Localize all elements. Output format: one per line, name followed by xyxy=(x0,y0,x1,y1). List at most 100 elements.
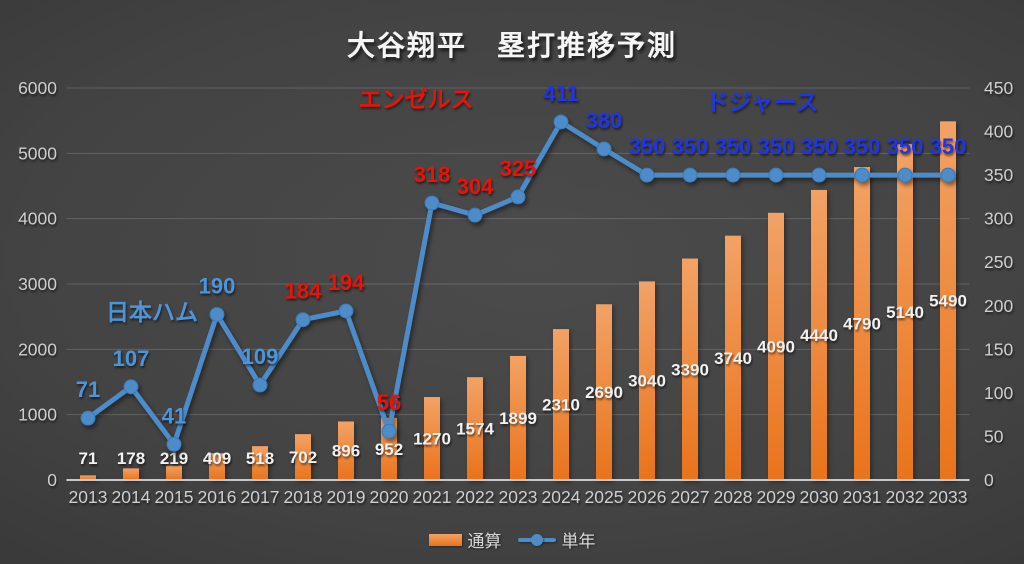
x-axis-label: 2020 xyxy=(370,487,409,507)
right-axis-tick-label: 0 xyxy=(984,470,994,490)
line-marker xyxy=(940,167,956,183)
legend-item-single-year: 単年 xyxy=(517,527,596,552)
bar xyxy=(338,421,354,480)
bar xyxy=(596,304,612,480)
line-marker xyxy=(510,189,526,205)
era-label-angels: エンゼルス xyxy=(358,86,474,112)
bar-data-label: 3740 xyxy=(714,349,752,368)
line-marker xyxy=(381,423,397,439)
line-marker xyxy=(295,312,311,328)
bar-series-swatch-icon xyxy=(428,533,462,546)
left-axis-tick-label: 4000 xyxy=(18,209,57,229)
bar xyxy=(252,446,268,480)
line-marker xyxy=(768,167,784,183)
bar xyxy=(123,468,139,480)
bar-data-label: 4440 xyxy=(800,326,838,345)
line-marker xyxy=(252,377,268,393)
bar-data-label: 3040 xyxy=(628,372,666,391)
left-axis-tick-label: 0 xyxy=(47,470,57,490)
line-marker xyxy=(166,436,182,452)
bar-data-label: 4090 xyxy=(757,337,795,356)
right-axis-tick-label: 300 xyxy=(984,209,1013,229)
line-data-label: 411 xyxy=(543,81,579,106)
line-data-label: 194 xyxy=(328,270,365,295)
line-data-label: 350 xyxy=(715,134,752,159)
line-marker-icon xyxy=(530,533,543,546)
left-axis-tick-label: 2000 xyxy=(18,339,57,359)
x-axis-label: 2022 xyxy=(456,487,495,507)
x-axis-label: 2013 xyxy=(69,487,108,507)
line-marker xyxy=(682,167,698,183)
bar-series xyxy=(80,121,956,481)
line-marker xyxy=(209,306,225,322)
line-data-label: 350 xyxy=(801,134,838,159)
bar xyxy=(940,121,956,480)
line-marker xyxy=(854,167,870,183)
line-marker xyxy=(596,141,612,157)
bar xyxy=(424,397,440,480)
x-axis-label: 2016 xyxy=(198,487,237,507)
line-marker xyxy=(467,207,483,223)
bar xyxy=(897,144,913,481)
x-axis-label: 2017 xyxy=(241,487,280,507)
bar-data-label: 1270 xyxy=(413,430,451,449)
x-axis-label: 2018 xyxy=(284,487,323,507)
era-label-dodgers: ドジャース xyxy=(705,89,819,115)
line-marker xyxy=(424,195,440,211)
line-data-label: 380 xyxy=(586,108,623,133)
right-axis-tick-label: 200 xyxy=(984,296,1013,316)
left-axis-tick-label: 1000 xyxy=(18,405,57,425)
bar-data-label: 5490 xyxy=(929,292,967,311)
bar xyxy=(553,329,569,480)
bar-data-label: 2310 xyxy=(542,396,580,415)
line-data-label: 350 xyxy=(887,134,924,159)
right-axis-tick-label: 250 xyxy=(984,252,1013,272)
right-axis-tick-label: 350 xyxy=(984,165,1013,185)
line-data-label: 304 xyxy=(457,174,494,199)
right-axis-tick-label: 150 xyxy=(984,339,1013,359)
bar xyxy=(166,465,182,480)
line-data-label: 107 xyxy=(113,346,150,371)
line-marker xyxy=(811,167,827,183)
x-axis-label: 2030 xyxy=(800,487,839,507)
bar-data-label: 219 xyxy=(160,449,188,468)
line-marker xyxy=(123,379,139,395)
line-series xyxy=(80,114,956,452)
x-axis-label: 2027 xyxy=(671,487,710,507)
x-axis-label: 2014 xyxy=(112,487,151,507)
line-data-label: 350 xyxy=(930,134,967,159)
bar-data-label: 178 xyxy=(117,449,145,468)
gridlines: 0 1000 2000 3000 4000 5000 6000 0 50 100 150 200 250… xyxy=(18,78,1013,490)
x-axis: 2013 2014 2015 2016 2017 2018 2019 2020 2021 2022… xyxy=(66,479,970,507)
x-axis-label: 2032 xyxy=(886,487,925,507)
bar-data-label: 1899 xyxy=(499,409,537,428)
bar-data-label: 71 xyxy=(79,449,98,468)
chart-title: 大谷翔平 塁打推移予測 xyxy=(346,30,677,61)
x-axis-label: 2029 xyxy=(757,487,796,507)
bar xyxy=(725,235,741,480)
line-data-label: 325 xyxy=(500,156,537,181)
bar xyxy=(854,167,870,480)
legend-item-cumulative: 通算 xyxy=(428,527,502,552)
bar-data-labels: 71 178 219 409 518 702 896 952 1270 1574 1899 2310 2… xyxy=(79,292,967,468)
era-label-nipponham: 日本ハム xyxy=(106,299,198,325)
x-axis-label: 2024 xyxy=(542,487,581,507)
line-data-label: 318 xyxy=(414,162,451,187)
x-axis-label: 2021 xyxy=(413,487,452,507)
line-data-label: 190 xyxy=(199,273,236,298)
x-axis-label: 2023 xyxy=(499,487,538,507)
bar xyxy=(467,377,483,480)
line-data-label: 350 xyxy=(758,134,795,159)
bar-data-label: 3390 xyxy=(671,360,709,379)
bar xyxy=(80,475,96,480)
line-marker xyxy=(897,167,913,183)
legend: 通算 単年 xyxy=(0,527,1024,552)
line-marker xyxy=(725,167,741,183)
line-marker xyxy=(639,167,655,183)
x-axis-label: 2026 xyxy=(628,487,667,507)
line-data-label: 56 xyxy=(377,390,401,415)
bar-data-label: 952 xyxy=(375,440,403,459)
right-axis-tick-label: 450 xyxy=(984,78,1013,98)
